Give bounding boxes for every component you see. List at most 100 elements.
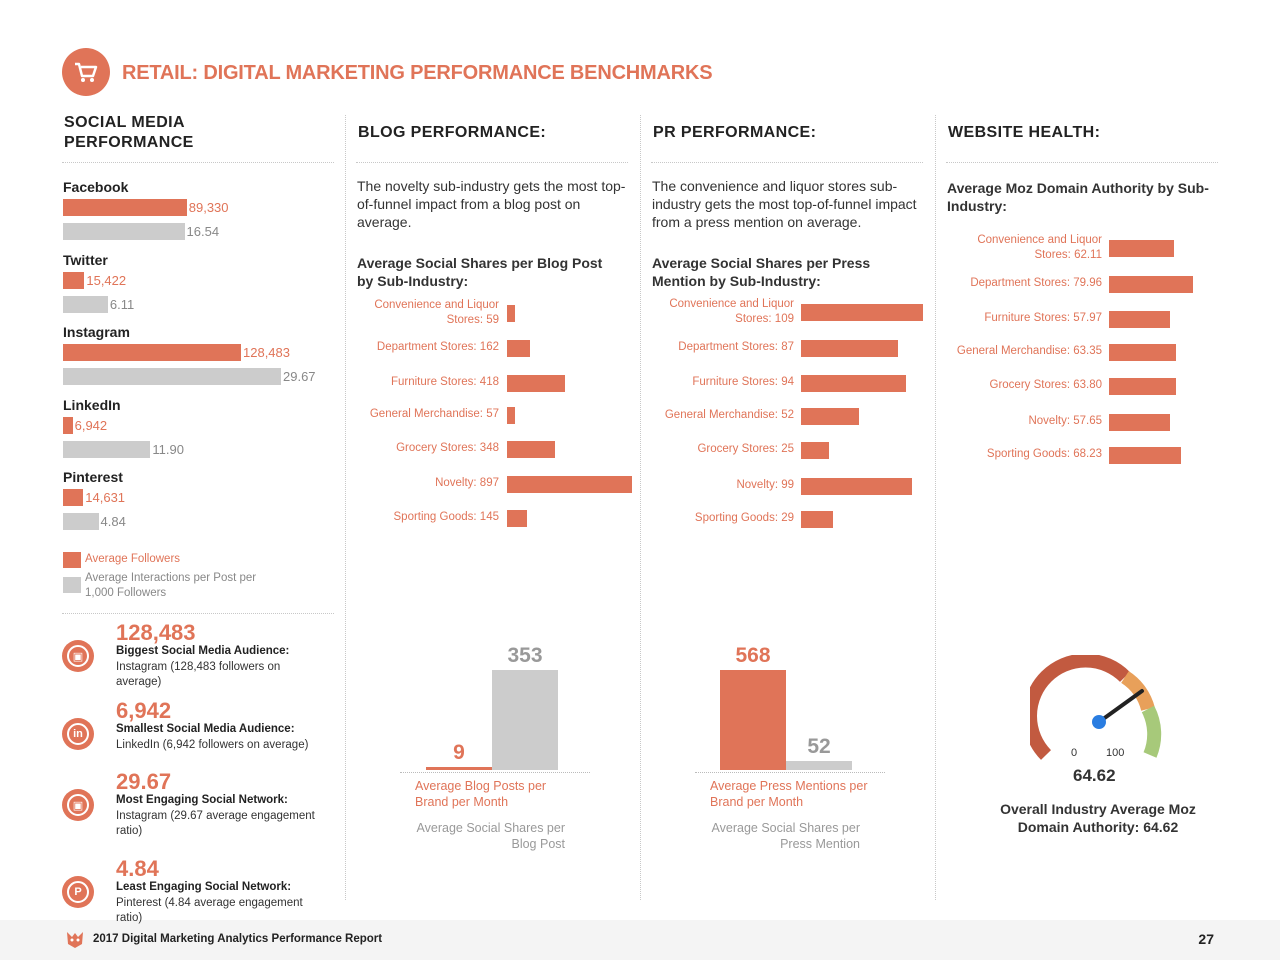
category-label: Furniture Stores: 57.97: [984, 312, 1102, 324]
stat-title: Smallest Social Media Audience:: [116, 723, 295, 735]
legend-label-followers: Average Followers: [85, 553, 181, 565]
divider: [946, 162, 1218, 163]
summary-label: Average Blog Posts per Brand per Month: [415, 779, 547, 809]
linkedin-icon: in: [62, 718, 94, 750]
interactions-bar: [63, 368, 281, 385]
category-bar: [1109, 378, 1177, 395]
interactions-bar: [63, 295, 108, 313]
category-bar: [801, 511, 834, 528]
pr-chart-title: Average Social Shares per Press Mention …: [652, 255, 871, 289]
summary-value: 568: [735, 644, 771, 667]
followers-bar: [63, 489, 84, 506]
category-bar: [507, 305, 516, 322]
category-bar: [507, 375, 566, 392]
instagram-icon-glyph: ▣: [67, 645, 89, 667]
followers-value: 128,483: [243, 345, 290, 360]
stat-description: LinkedIn (6,942 followers on average): [116, 739, 309, 751]
category-bar: [507, 476, 632, 493]
category-bar: [1109, 240, 1175, 257]
category-label: Grocery Stores: 25: [697, 443, 794, 455]
category-label: Furniture Stores: 94: [692, 376, 794, 388]
summary-axis: [400, 772, 590, 773]
header-logo: [62, 48, 110, 96]
category-label: Department Stores: 79.96: [970, 277, 1102, 289]
category-bar: [801, 408, 860, 425]
page-title: RETAIL: DIGITAL MARKETING PERFORMANCE BE…: [122, 62, 713, 84]
footer: 2017 Digital Marketing Analytics Perform…: [0, 920, 1280, 960]
interactions-bar: [63, 223, 185, 240]
column-divider: [345, 115, 346, 900]
legend-swatch-interactions: [63, 577, 81, 593]
interactions-value: 4.84: [100, 514, 126, 529]
shopping-cart-icon: [75, 62, 98, 82]
category-label: Novelty: 99: [736, 479, 794, 491]
instagram-icon-glyph: ▣: [67, 794, 89, 816]
followers-value: 15,422: [86, 272, 127, 288]
column-divider: [935, 115, 936, 900]
interactions-value: 6.11: [109, 296, 135, 312]
followers-bar: [63, 344, 241, 361]
web-heading: WEBSITE HEALTH:: [948, 124, 1101, 141]
gauge-min-label: 0: [1071, 747, 1078, 759]
summary-bar: [492, 670, 558, 770]
divider: [62, 162, 334, 163]
network-label: Twitter: [63, 251, 108, 268]
summary-bar: [426, 767, 492, 770]
category-bar: [1109, 414, 1170, 431]
page-number: 27: [1198, 931, 1214, 947]
stat-title: Biggest Social Media Audience:: [116, 645, 290, 657]
summary-value: 52: [807, 734, 831, 758]
instagram-icon: ▣: [62, 640, 94, 672]
linkedin-icon-glyph: in: [67, 723, 89, 745]
stat-description: Pinterest (4.84 average engagement ratio…: [116, 897, 303, 924]
category-label: General Merchandise: 63.35: [956, 345, 1102, 357]
category-label: Grocery Stores: 348: [396, 442, 499, 454]
followers-bar: [63, 416, 73, 434]
social-heading-line2: PERFORMANCE: [64, 134, 194, 151]
stat-title: Most Engaging Social Network:: [116, 794, 288, 806]
pr-intro: The convenience and liquor stores sub-in…: [652, 178, 917, 230]
social-heading-line1: SOCIAL MEDIA: [64, 114, 185, 131]
legend-swatch-followers: [63, 552, 81, 568]
category-bar: [507, 510, 528, 527]
stat-value: 29.67: [116, 769, 172, 794]
footer-report-title: 2017 Digital Marketing Analytics Perform…: [93, 933, 383, 945]
stat-value: 128,483: [116, 620, 196, 645]
category-bar: [801, 478, 912, 495]
category-label: Furniture Stores: 418: [390, 376, 499, 388]
pr-heading: PR PERFORMANCE:: [653, 124, 817, 141]
category-label: General Merchandise: 52: [664, 409, 794, 421]
network-label: Pinterest: [63, 469, 123, 485]
category-bar: [1109, 447, 1181, 464]
category-bar: [507, 441, 556, 458]
followers-bar: [63, 271, 85, 289]
legend-label-interactions: Average Interactions per Post per 1,000 …: [85, 572, 257, 599]
gauge-caption: Overall Industry Average Moz Domain Auth…: [1000, 801, 1196, 835]
category-label: Sporting Goods: 68.23: [986, 448, 1102, 460]
interactions-value: 11.90: [152, 441, 184, 457]
summary-bar: [720, 670, 786, 770]
category-label: Grocery Stores: 63.80: [989, 379, 1103, 391]
interactions-bar: [63, 440, 151, 458]
divider: [62, 613, 334, 614]
summary-label: Average Press Mentions per Brand per Mon…: [710, 779, 868, 809]
gauge-needle: [1097, 689, 1144, 724]
social-heading: SOCIAL MEDIA PERFORMANCE: [64, 113, 194, 153]
followers-value: 89,330: [188, 200, 229, 215]
summary-label: Average Social Shares per Blog Post: [416, 821, 565, 851]
instagram-icon: ▣: [62, 789, 94, 821]
category-bar: [801, 375, 907, 392]
gauge-band-red: [1030, 655, 1130, 760]
followers-value: 6,942: [74, 417, 108, 433]
category-bar: [507, 340, 530, 357]
summary-axis: [695, 772, 885, 773]
network-label: LinkedIn: [63, 396, 121, 413]
interactions-value: 16.54: [186, 224, 220, 239]
column-divider: [640, 115, 641, 900]
stat-description: Instagram (128,483 followers on average): [116, 661, 281, 688]
category-label: Convenience and Liquor Stores: 62.11: [977, 234, 1102, 261]
category-bar: [801, 442, 829, 459]
category-bar: [801, 340, 899, 357]
gauge-band-green: [1141, 705, 1162, 758]
category-label: Novelty: 897: [435, 477, 499, 489]
